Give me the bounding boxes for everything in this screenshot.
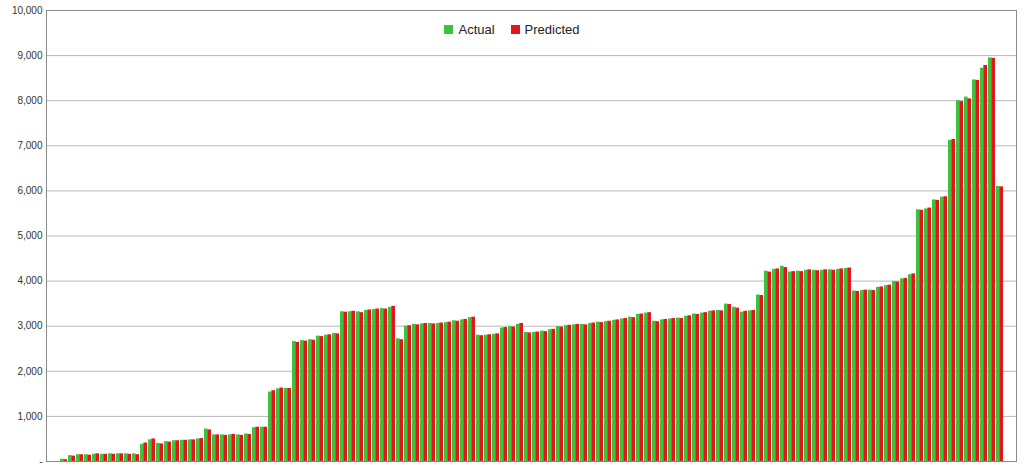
svg-text:2,000: 2,000 [17, 366, 42, 377]
svg-text:7,000: 7,000 [17, 140, 42, 151]
html-text:Predicted: Predicted [524, 22, 580, 37]
svg-text:8,000: 8,000 [17, 95, 42, 106]
svg-text:4,000: 4,000 [17, 275, 42, 286]
html-text:Actual: Actual [458, 22, 495, 37]
svg-text:6,000: 6,000 [17, 185, 42, 196]
svg-text:3,000: 3,000 [17, 320, 42, 331]
svg-text:1,000: 1,000 [17, 411, 42, 422]
svg-text:5,000: 5,000 [17, 230, 42, 241]
svg-text:9,000: 9,000 [17, 50, 42, 61]
svg-text:10,000: 10,000 [12, 5, 43, 16]
svg-text:-: - [39, 456, 42, 467]
